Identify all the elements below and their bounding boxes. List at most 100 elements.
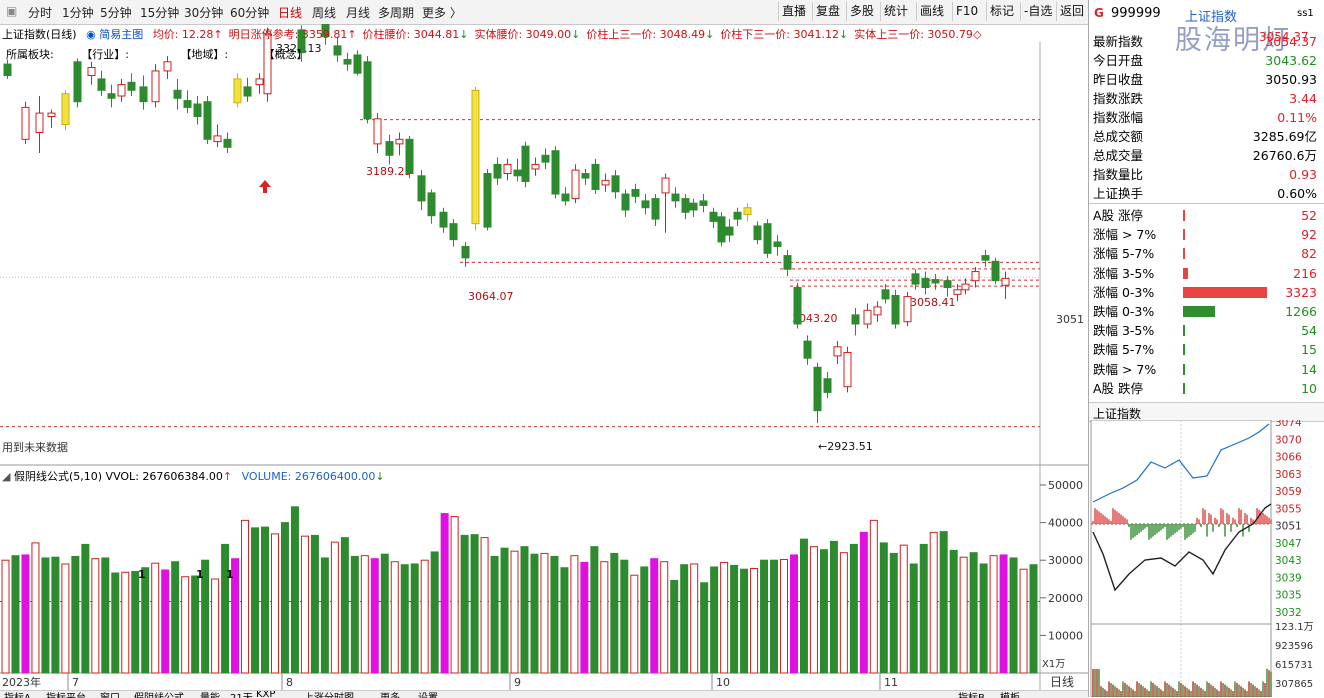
period-tab-10[interactable]: 更多 〉: [422, 6, 462, 20]
indicator-label[interactable]: 假阴线公式(5,10): [13, 470, 103, 483]
breadth-bar: [1183, 382, 1185, 394]
toolbar-button-7[interactable]: -自选: [1020, 2, 1055, 21]
period-label: 日线: [1050, 675, 1074, 689]
candle-body: [873, 306, 882, 316]
month-label: 10: [716, 676, 730, 689]
volume-bar: [61, 563, 70, 674]
volume-bar: [660, 561, 669, 674]
volume-bar: [849, 543, 858, 674]
volume-bar: [440, 513, 449, 674]
candle-body: [931, 279, 940, 284]
candle-body: [255, 78, 264, 86]
breadth-bar: [1183, 267, 1189, 279]
bottom-tab-0[interactable]: 指标A: [4, 691, 31, 698]
quote-panel: G 999999 上证指数 ss1 股海明灯 3054.37 最新指数 3054.…: [1088, 0, 1324, 697]
bottom-tab-6[interactable]: KXP: [256, 690, 276, 698]
candle: [73, 58, 82, 108]
bottom-tab-1[interactable]: 指标平台: [46, 691, 86, 698]
volume-bar: [320, 557, 329, 674]
intraday-price-tick: 3035: [1275, 590, 1302, 602]
period-tab-2[interactable]: 5分钟: [100, 6, 132, 20]
bottom-tab-9[interactable]: 设置: [418, 691, 438, 698]
expand-icon[interactable]: ◢: [2, 470, 11, 483]
stock-code[interactable]: 999999: [1111, 6, 1161, 21]
volume-bar: [460, 534, 469, 674]
breadth-value: 82: [1301, 246, 1317, 262]
candle-body: [631, 188, 640, 197]
bottom-tab-7[interactable]: 上涨分时图: [304, 691, 354, 698]
candle-body: [783, 255, 792, 270]
intraday-price-tick: 3074: [1275, 420, 1302, 429]
breadth-value: 1266: [1285, 304, 1317, 319]
candle: [521, 141, 530, 188]
volume-bar: [949, 549, 958, 674]
period-tab-0[interactable]: 分时: [28, 6, 53, 20]
period-tab-7[interactable]: 周线: [312, 6, 337, 20]
toolbar-button-5[interactable]: F10: [952, 2, 981, 21]
intraday-volume-tick: 307865: [1275, 679, 1313, 690]
volume-bar: [789, 554, 798, 674]
bottom-tab-5[interactable]: 21天: [230, 691, 253, 698]
stat-label: 上证换手: [1093, 186, 1144, 201]
candle: [601, 173, 610, 192]
bottom-tab-10[interactable]: 指标B: [958, 691, 985, 698]
breadth-label: 涨幅 0-3%: [1093, 284, 1155, 300]
volume-bar: [939, 531, 948, 674]
candle-body: [87, 67, 96, 76]
stock-name[interactable]: 上证指数: [1185, 10, 1238, 25]
month-label: 9: [514, 676, 521, 689]
toolbar-button-3[interactable]: 统计: [880, 2, 911, 21]
candle: [263, 27, 272, 102]
bottom-tab-4[interactable]: 量能: [200, 691, 220, 698]
candle-body: [233, 78, 242, 104]
price-annotation: 3043.20: [792, 312, 838, 325]
toolbar-button-1[interactable]: 复盘: [812, 2, 843, 21]
toolbar-button-8[interactable]: 返回: [1056, 2, 1087, 21]
breadth-value: 15: [1301, 342, 1317, 358]
breadth-label: 涨幅 5-7%: [1093, 246, 1155, 262]
intraday-chart[interactable]: 3074 3070 3066 3063 3059 3055 3051 3047 3043 3039…: [1089, 420, 1324, 697]
volume-bar: [879, 542, 888, 674]
volume-bar: [71, 555, 80, 674]
period-tab-5[interactable]: 60分钟: [230, 6, 270, 20]
candle-body: [611, 175, 620, 193]
kline-chart-area[interactable]: 3322.133189.253064.073043.203058.41←2923…: [0, 24, 1088, 690]
mode-selector[interactable]: ◉ 简易主图: [86, 28, 144, 41]
stat-row: 最新指数 3054.37: [1093, 32, 1321, 51]
bottom-tab-8[interactable]: 更多: [380, 691, 400, 698]
volume-bar: [740, 568, 749, 674]
candle: [621, 189, 630, 217]
period-tab-4[interactable]: 30分钟: [184, 6, 224, 20]
candle-body: [493, 163, 502, 179]
industry-label: 【行业】:: [81, 48, 129, 61]
toolbar-button-0[interactable]: 直播: [778, 2, 809, 21]
candle: [255, 73, 264, 94]
bottom-tab-2[interactable]: 窗口: [100, 691, 120, 698]
bottom-tab-3[interactable]: 假阴线公式: [134, 691, 184, 698]
candle: [151, 64, 160, 108]
volume-bar: [490, 555, 499, 674]
candle: [87, 61, 96, 85]
toolbar-button-4[interactable]: 画线: [916, 2, 947, 21]
period-tab-1[interactable]: 1分钟: [62, 6, 94, 20]
period-tab-6[interactable]: 日线: [278, 6, 303, 20]
candle-body: [717, 216, 726, 243]
candle: [461, 241, 470, 267]
period-tab-9[interactable]: 多周期: [378, 6, 415, 20]
layout-icon[interactable]: ▣: [6, 4, 18, 18]
volume-bar: [919, 543, 928, 674]
volume-bar: [869, 519, 878, 674]
breadth-value: 216: [1293, 265, 1317, 281]
toolbar-button-6[interactable]: 标记: [986, 2, 1017, 21]
candle-body: [73, 61, 82, 103]
period-tab-3[interactable]: 15分钟: [140, 6, 180, 20]
period-tab-8[interactable]: 月线: [346, 6, 371, 20]
candle-body: [513, 169, 522, 177]
intraday-volume-tick: 615731: [1275, 660, 1313, 671]
volume-bar: [530, 553, 539, 674]
candle-body: [163, 61, 172, 72]
candle-body: [953, 289, 962, 295]
volume-bar: [420, 559, 429, 674]
bottom-tab-11[interactable]: 模板: [1000, 691, 1020, 698]
toolbar-button-2[interactable]: 多股: [846, 2, 877, 21]
